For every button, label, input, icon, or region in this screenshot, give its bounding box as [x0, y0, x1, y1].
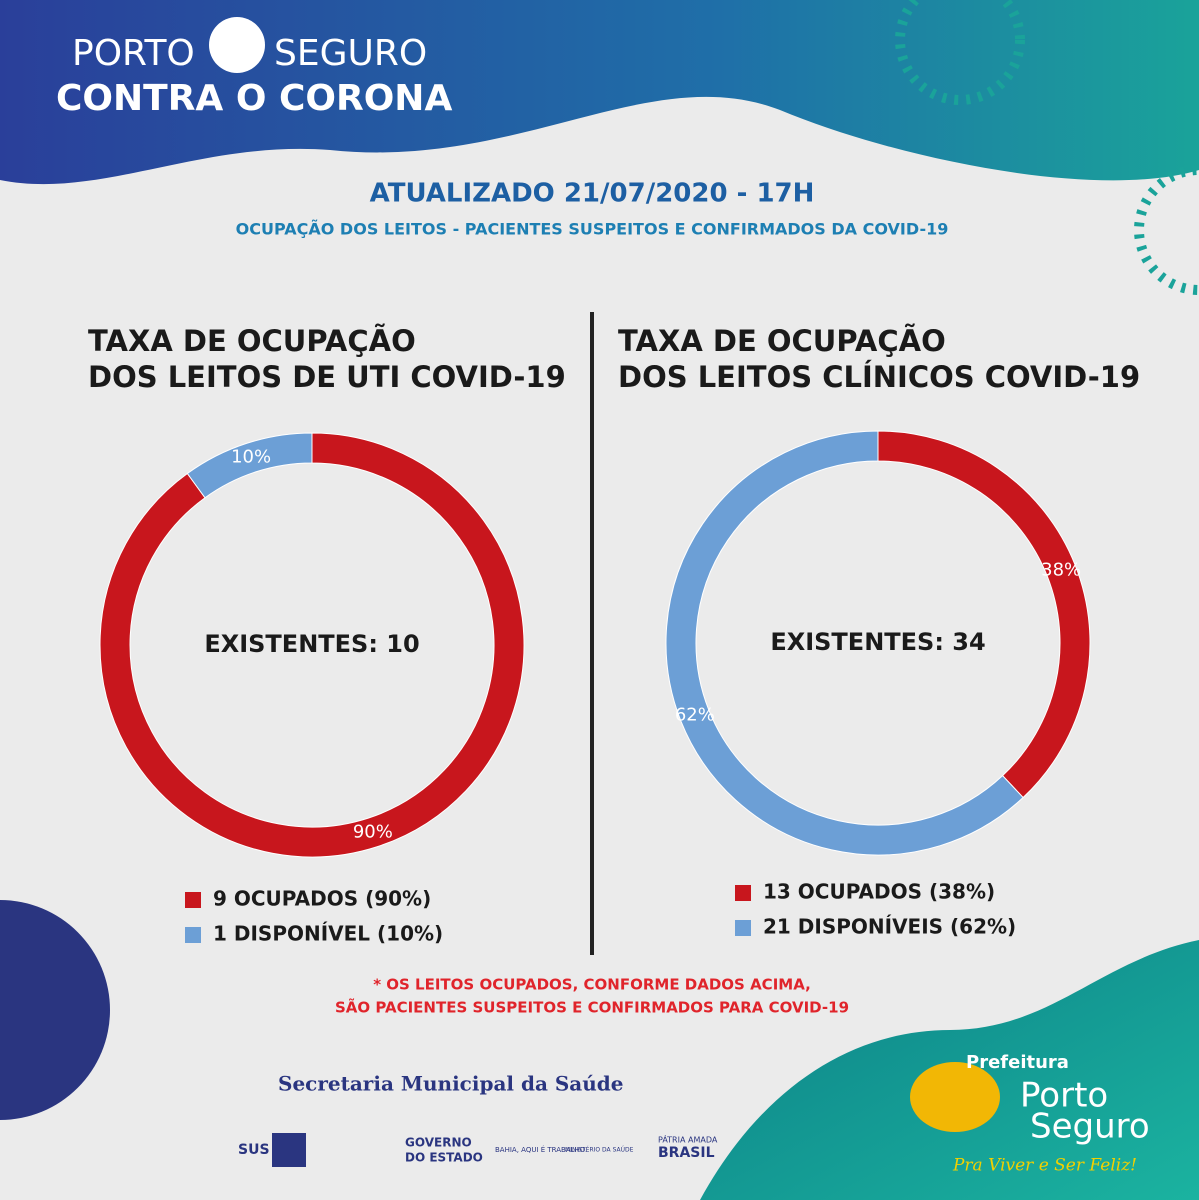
value-label: 38%	[1041, 559, 1081, 580]
brand-left: PORTO	[72, 33, 195, 74]
slogan: Pra Viver e Ser Feliz!	[952, 1156, 1137, 1176]
value-label: 90%	[353, 821, 393, 842]
logo-mark	[910, 1062, 1000, 1132]
legend-swatch	[185, 892, 201, 908]
legend-label: 9 OCUPADOS (90%)	[213, 887, 431, 911]
donut-segment	[99, 432, 525, 858]
donut-segment	[186, 432, 313, 499]
center-label: EXISTENTES: 34	[770, 628, 985, 656]
virus-deco	[895, 0, 1025, 105]
seguro: Seguro	[1030, 1107, 1150, 1147]
gov: GOVERNO	[405, 1136, 472, 1150]
bahia: BAHIA, AQUI É TRABALHO.	[495, 1145, 587, 1154]
chart-title: DOS LEITOS DE UTI COVID-19	[88, 360, 566, 394]
brasil: BRASIL	[658, 1145, 715, 1161]
sus-cross	[272, 1133, 306, 1167]
legend-swatch	[735, 885, 751, 901]
legend-swatch	[185, 927, 201, 943]
ministerio: MINISTÉRIO DA SAÚDE	[565, 1146, 634, 1154]
legend-label: 1 DISPONÍVEL (10%)	[213, 922, 443, 946]
brand-bottom: CONTRA O CORONA	[56, 78, 452, 119]
legend-swatch	[735, 920, 751, 936]
chart-title: TAXA DE OCUPAÇÃO	[88, 324, 416, 358]
subtitle: OCUPAÇÃO DOS LEITOS - PACIENTES SUSPEITO…	[236, 220, 949, 239]
chart-title: TAXA DE OCUPAÇÃO	[618, 324, 946, 358]
gov: DO ESTADO	[405, 1151, 483, 1165]
updated: ATUALIZADO 21/07/2020 - 17H	[370, 179, 815, 209]
chart-title: DOS LEITOS CLÍNICOS COVID-19	[618, 360, 1140, 394]
center-label: EXISTENTES: 10	[204, 630, 419, 658]
secretaria: Secretaria Municipal da Saúde	[278, 1072, 624, 1096]
legend-label: 21 DISPONÍVEIS (62%)	[763, 915, 1016, 939]
brand-icon	[209, 17, 265, 73]
legend-label: 13 OCUPADOS (38%)	[763, 880, 995, 904]
footnote: SÃO PACIENTES SUSPEITOS E CONFIRMADOS PA…	[335, 998, 849, 1017]
virus-deco	[0, 900, 110, 1120]
brand-right: SEGURO	[274, 33, 427, 74]
footnote: * OS LEITOS OCUPADOS, CONFORME DADOS ACI…	[373, 976, 811, 994]
value-label: 10%	[231, 447, 271, 468]
donut-segment	[665, 430, 1024, 856]
prefeitura: Prefeitura	[966, 1052, 1069, 1073]
patria: PÁTRIA AMADA	[658, 1134, 718, 1145]
sus: SUS	[238, 1142, 270, 1158]
value-label: 62%	[675, 705, 715, 726]
porto: Porto	[1020, 1076, 1108, 1116]
